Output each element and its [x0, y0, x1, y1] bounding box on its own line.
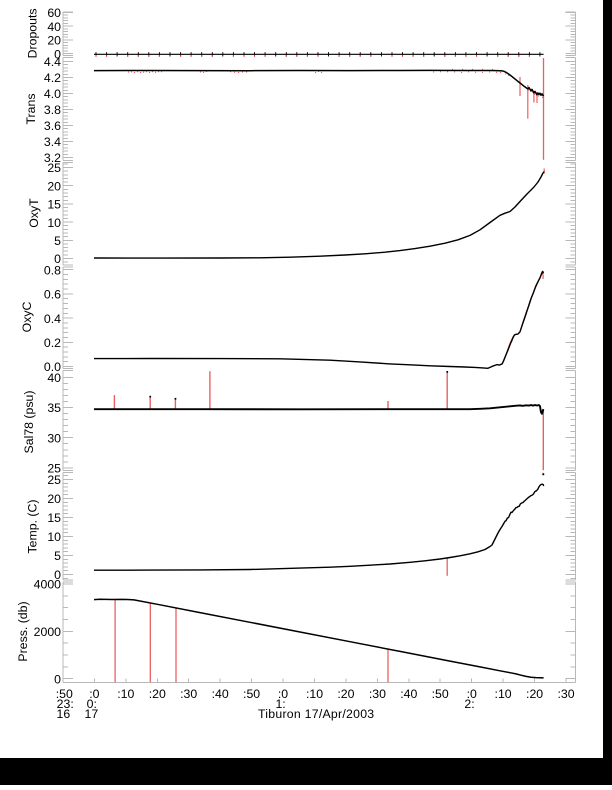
svg-text:30: 30	[47, 431, 61, 445]
svg-text::20: :20	[337, 687, 354, 701]
svg-text:3.8: 3.8	[44, 103, 61, 117]
svg-text::20: :20	[526, 687, 543, 701]
svg-text:17: 17	[85, 707, 99, 721]
svg-text:3.6: 3.6	[44, 119, 61, 133]
svg-text:15: 15	[47, 511, 61, 525]
svg-text:35: 35	[47, 401, 61, 415]
svg-text:0: 0	[54, 672, 61, 686]
svg-text:Sal78 (psu): Sal78 (psu)	[22, 391, 36, 454]
svg-text:0.0: 0.0	[44, 360, 61, 374]
svg-text::10: :10	[306, 687, 323, 701]
svg-text::30: :30	[369, 687, 386, 701]
svg-text::10: :10	[117, 687, 134, 701]
svg-text::40: :40	[400, 687, 417, 701]
svg-text:20: 20	[47, 179, 61, 193]
svg-text:0.6: 0.6	[44, 288, 61, 302]
svg-text:2000: 2000	[34, 625, 62, 639]
svg-text:23:: 23:	[57, 697, 74, 711]
svg-text:40: 40	[47, 371, 61, 385]
svg-text:Press. (db): Press. (db)	[16, 601, 30, 661]
svg-text:Tiburon 17/Apr/2003: Tiburon 17/Apr/2003	[258, 707, 374, 721]
svg-text:10: 10	[47, 216, 61, 230]
svg-text:25: 25	[47, 462, 61, 476]
svg-text:Temp. (C): Temp. (C)	[26, 500, 40, 554]
svg-text:3.4: 3.4	[44, 135, 61, 149]
svg-text:25: 25	[47, 473, 61, 487]
svg-text::50: :50	[243, 687, 260, 701]
svg-text::30: :30	[180, 687, 197, 701]
svg-text:0:: 0:	[87, 697, 97, 711]
svg-text:5: 5	[54, 549, 61, 563]
svg-text:25: 25	[47, 161, 61, 175]
svg-text::0: :0	[278, 687, 288, 701]
svg-text:Dropouts: Dropouts	[25, 8, 39, 58]
svg-text:4.0: 4.0	[44, 87, 61, 101]
svg-text:15: 15	[47, 198, 61, 212]
svg-text:0: 0	[54, 568, 61, 582]
svg-text::0: :0	[89, 687, 99, 701]
svg-text:0.2: 0.2	[44, 336, 61, 350]
svg-text:Trans: Trans	[24, 94, 38, 125]
svg-text:4.2: 4.2	[44, 71, 61, 85]
svg-text:1:: 1:	[275, 697, 285, 711]
svg-text:0.4: 0.4	[44, 312, 61, 326]
svg-text:16: 16	[57, 707, 71, 721]
svg-text::0: :0	[467, 687, 477, 701]
svg-text:0.8: 0.8	[44, 263, 61, 277]
svg-text::10: :10	[495, 687, 512, 701]
svg-text::50: :50	[432, 687, 449, 701]
svg-text::40: :40	[212, 687, 229, 701]
svg-text:60: 60	[47, 6, 61, 20]
svg-text:10: 10	[47, 530, 61, 544]
svg-text:20: 20	[47, 492, 61, 506]
svg-text:4.4: 4.4	[44, 55, 61, 69]
svg-text:5: 5	[54, 234, 61, 248]
svg-text:4000: 4000	[34, 578, 62, 592]
svg-text:2:: 2:	[464, 697, 474, 711]
svg-text:3.2: 3.2	[44, 151, 61, 165]
svg-text:0: 0	[54, 47, 61, 61]
svg-text:OxyC: OxyC	[20, 302, 34, 333]
svg-text:40: 40	[47, 20, 61, 34]
svg-text::50: :50	[56, 687, 73, 701]
svg-text::20: :20	[149, 687, 166, 701]
svg-text:OxyT: OxyT	[27, 198, 41, 228]
svg-text::30: :30	[557, 687, 574, 701]
svg-text:20: 20	[47, 34, 61, 48]
svg-text:0: 0	[54, 252, 61, 266]
